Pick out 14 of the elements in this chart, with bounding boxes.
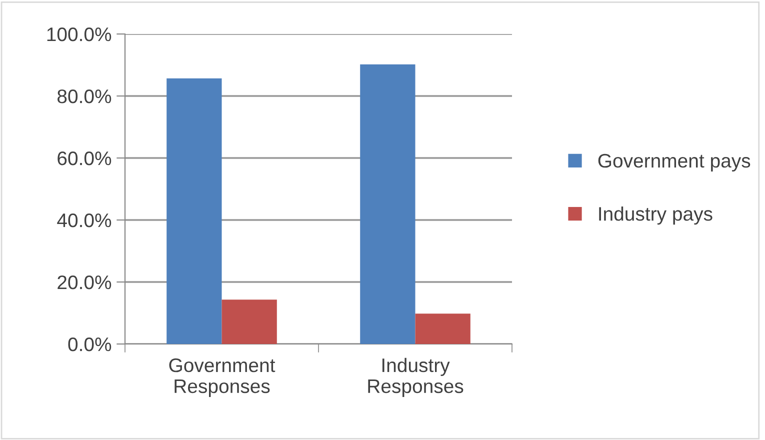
bar [222,300,277,344]
y-tick-label: 40.0% [57,213,112,228]
bar [166,78,222,344]
bar [360,64,416,344]
y-tick-label: 0.0% [68,337,112,352]
bar [415,314,470,344]
y-tick-label: 80.0% [58,89,112,104]
y-tick-label: 100.0% [47,27,112,42]
x-tick-label: Government Responses [169,358,276,397]
legend-label: Industry pays [599,206,712,225]
legend-label: Government pays [598,154,750,172]
x-tick-label: Industry Responses [368,358,464,397]
y-tick-label: 60.0% [58,151,112,166]
y-tick-label: 20.0% [58,275,112,290]
